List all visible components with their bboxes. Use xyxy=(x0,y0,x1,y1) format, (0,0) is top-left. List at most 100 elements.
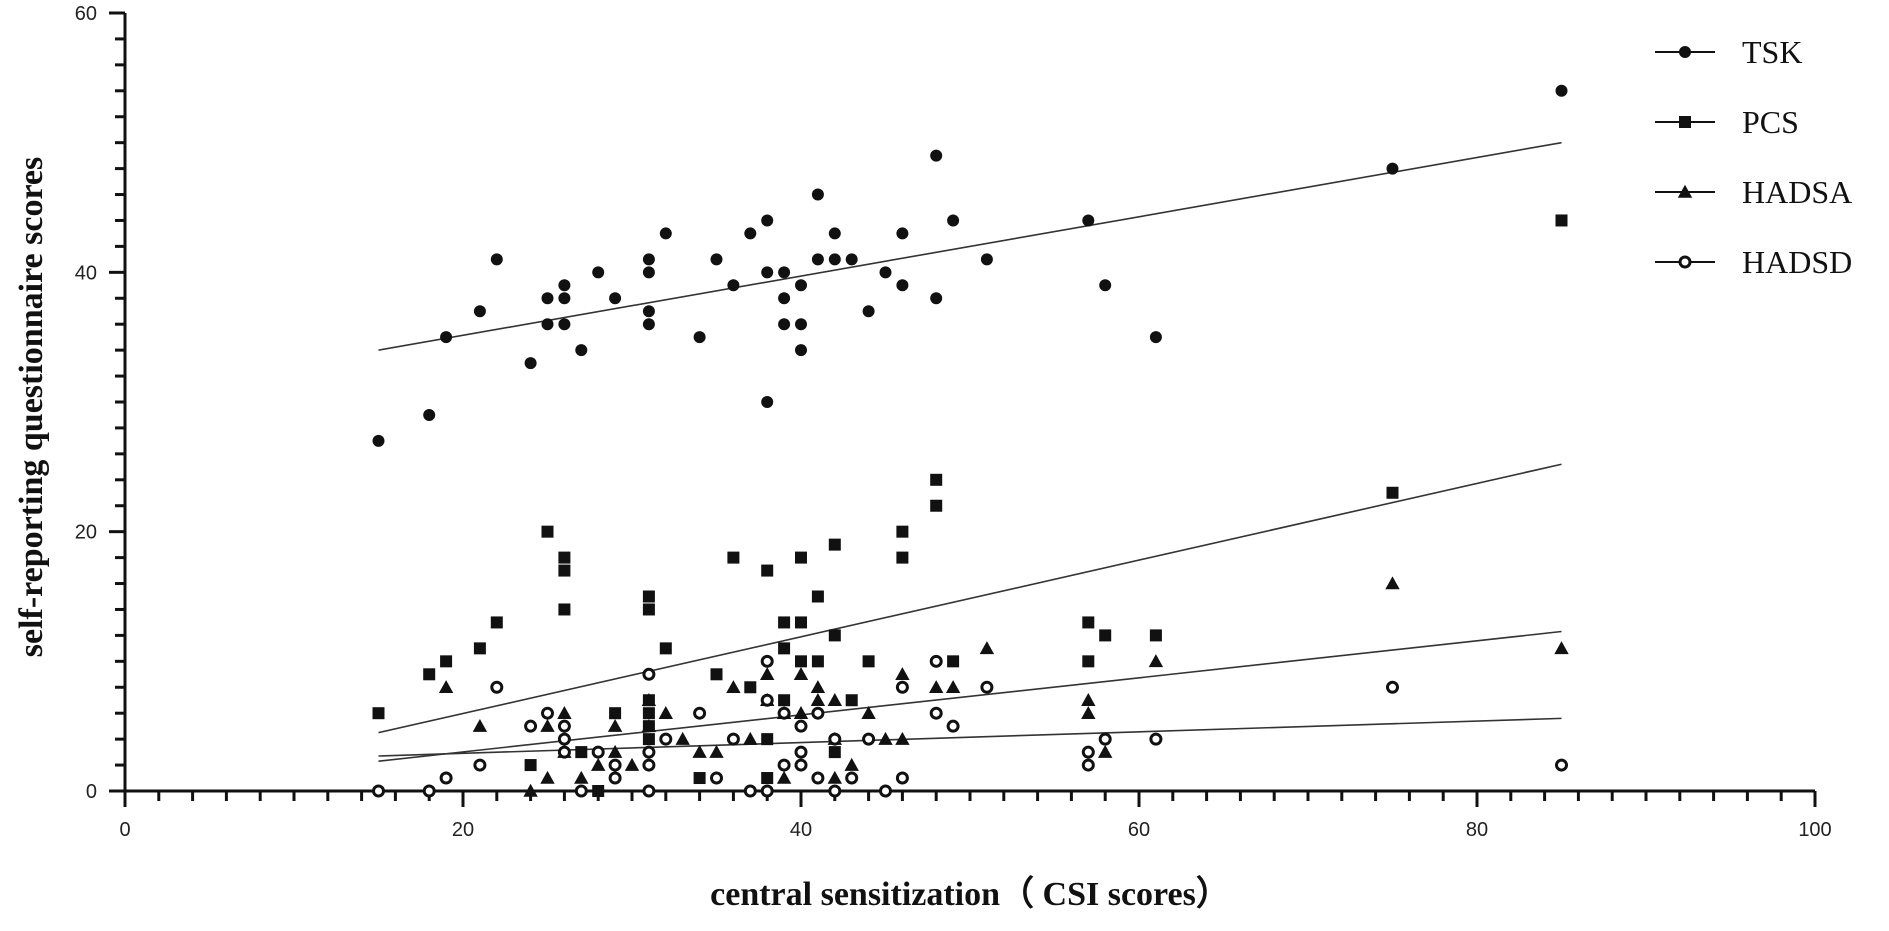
tsk-point xyxy=(423,408,436,421)
y-tick-label: 20 xyxy=(75,522,97,544)
hadsd-point xyxy=(693,706,707,720)
hadsd-point xyxy=(439,771,453,785)
x-tick-label: 20 xyxy=(452,819,474,841)
tsk-point xyxy=(558,292,571,305)
hadsd-point xyxy=(760,693,774,707)
hadsd-point xyxy=(490,680,504,694)
tsk-point xyxy=(828,253,841,266)
hadsa-point xyxy=(1081,693,1096,706)
tsk-point xyxy=(1386,162,1399,175)
hadsa-point xyxy=(1098,744,1113,758)
tsk-point xyxy=(795,344,807,357)
hadsa-point xyxy=(574,770,589,784)
hadsd-point xyxy=(760,654,774,668)
hadsd-point xyxy=(794,719,808,733)
hadsd-point xyxy=(845,771,859,785)
hadsa-point xyxy=(709,744,724,758)
pcs-point xyxy=(541,525,554,538)
hadsd-point xyxy=(828,784,842,798)
pcs-series xyxy=(372,214,1568,797)
tsk-point xyxy=(642,266,655,279)
hadsd-point xyxy=(642,667,656,681)
pcs-point xyxy=(710,668,723,681)
hadsd-point xyxy=(574,784,588,798)
hadsd-point xyxy=(1386,680,1399,694)
hadsa-point xyxy=(793,667,809,681)
hadsd-point xyxy=(659,732,673,746)
pcs-point xyxy=(524,759,537,772)
pcs-point xyxy=(1099,629,1112,642)
hadsa-point xyxy=(692,744,707,758)
hadsa-point xyxy=(523,783,538,797)
tsk-point xyxy=(947,214,960,227)
pcs-point xyxy=(642,733,655,746)
hadsd-point xyxy=(811,771,825,785)
hadsd-point xyxy=(980,680,994,694)
hadsa-point xyxy=(675,731,690,745)
hadsa-point xyxy=(591,757,606,771)
hadsa-point xyxy=(827,693,842,706)
pcs-point xyxy=(1082,655,1095,668)
tsk-point xyxy=(1555,84,1568,97)
hadsd-point xyxy=(726,732,740,746)
hadsa-point xyxy=(793,706,809,719)
tsk-point xyxy=(778,292,791,305)
hadsd-point xyxy=(1081,745,1095,759)
hadsd-point xyxy=(473,758,487,772)
tsk-point xyxy=(372,434,385,447)
tsk-point xyxy=(473,305,486,318)
legend-item-pcs: PCS xyxy=(1655,104,1799,140)
pcs-point xyxy=(575,746,588,759)
hadsa-point xyxy=(878,731,893,745)
hadsa-point xyxy=(641,718,657,732)
tsk-point xyxy=(761,214,774,227)
legend-marker-hadsa xyxy=(1677,184,1693,198)
y-tick-label: 0 xyxy=(86,781,97,803)
pcs-point xyxy=(828,629,841,642)
legend-item-tsk: TSK xyxy=(1655,34,1802,70)
pcs-point xyxy=(1149,629,1162,642)
hadsa-point xyxy=(895,731,910,745)
pcs-point xyxy=(778,616,791,629)
x-tick-label: 100 xyxy=(1798,819,1831,841)
tsk-point xyxy=(693,331,706,344)
hadsd-point xyxy=(811,706,825,720)
tsk-point xyxy=(879,266,892,279)
pcs-point xyxy=(693,772,706,785)
hadsd-point xyxy=(557,732,571,746)
axes: 0 20 40 60 80 100 0 20 40 60 xyxy=(75,3,1832,841)
hadsa-point xyxy=(760,667,775,681)
tsk-point xyxy=(761,396,774,408)
tsk-point xyxy=(828,227,841,240)
hadsa-point xyxy=(810,680,826,694)
hadsd-point xyxy=(1081,758,1095,772)
pcs-point xyxy=(845,694,858,707)
pcs-point xyxy=(558,551,571,564)
legend-marker-pcs xyxy=(1679,116,1691,128)
legend-marker-hadsd xyxy=(1678,255,1692,269)
pcs-point xyxy=(744,681,757,694)
tsk-point xyxy=(659,227,672,240)
tsk-point xyxy=(558,318,571,331)
tsk-point xyxy=(642,318,655,331)
y-tick-label: 60 xyxy=(75,3,97,25)
tsk-point xyxy=(524,357,537,370)
hadsd-point xyxy=(929,706,943,720)
legend-item-hadsd: HADSD xyxy=(1655,244,1852,280)
y-tick-label: 40 xyxy=(75,262,97,284)
pcs-point xyxy=(795,616,807,629)
hadsa-point xyxy=(1385,576,1400,590)
pcs-point xyxy=(1386,486,1399,499)
pcs-point xyxy=(609,707,622,720)
pcs-point xyxy=(659,642,672,655)
hadsd-point xyxy=(895,680,909,694)
pcs-point xyxy=(795,655,807,668)
hadsd-point xyxy=(1098,732,1112,746)
hadsa-point xyxy=(844,757,859,771)
hadsd-point xyxy=(760,784,774,798)
tsk-point xyxy=(642,305,655,318)
tsk-point xyxy=(1099,279,1112,292)
hadsa-point xyxy=(607,718,623,732)
tsk-point xyxy=(490,253,503,266)
